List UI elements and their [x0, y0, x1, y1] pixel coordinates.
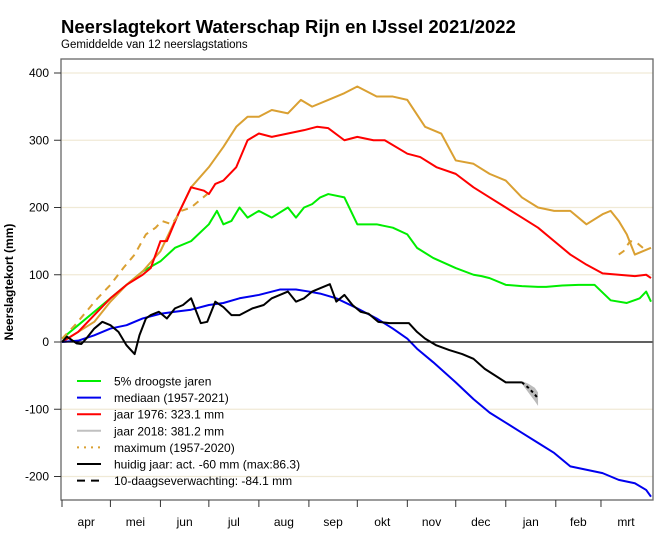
- x-tick-label: okt: [374, 515, 391, 529]
- y-tick-label: 300: [29, 133, 49, 147]
- x-tick-label: jan: [522, 515, 539, 529]
- x-tick-label: jul: [227, 515, 240, 529]
- gridlines: [61, 72, 653, 478]
- legend-item-huidig: huidig jaar: act. -60 mm (max:86.3): [77, 458, 300, 472]
- x-axis: apr mei jun jul aug sep okt nov dec jan feb mrt: [61, 500, 635, 529]
- chart-title: Neerslagtekort Waterschap Rijn en IJssel…: [61, 16, 516, 37]
- y-tick-label: -200: [25, 470, 49, 484]
- y-tick-label: 400: [29, 66, 49, 80]
- legend-label: huidig jaar: act. -60 mm (max:86.3): [114, 458, 300, 472]
- x-tick-label: jun: [176, 515, 193, 529]
- series-line-jaar2018: [61, 85, 652, 343]
- y-tick-label: -100: [25, 402, 49, 416]
- x-tick-label: aug: [274, 515, 294, 529]
- legend-item-maximum: maximum (1957-2020): [77, 441, 235, 455]
- x-tick-label: feb: [570, 515, 587, 529]
- x-tick-label: dec: [471, 515, 490, 529]
- series-line-jaar1976: [61, 125, 652, 343]
- x-tick-label: nov: [422, 515, 441, 529]
- y-tick-label: 200: [29, 201, 49, 215]
- x-tick-label: sep: [323, 515, 343, 529]
- legend-item-droogste: 5% droogste jaren: [77, 375, 211, 389]
- y-tick-label: 100: [29, 268, 49, 282]
- legend-label: 10-daagseverwachting: -84.1 mm: [114, 474, 292, 488]
- legend-label: 5% droogste jaren: [114, 375, 211, 389]
- x-tick-label: mei: [126, 515, 145, 529]
- legend-label: jaar 1976: 323.1 mm: [113, 408, 224, 422]
- y-axis: -200 -100 0 100 200 300 400: [25, 66, 61, 484]
- series-line-droogste: [61, 193, 652, 340]
- legend: 5% droogste jaren mediaan (1957-2021) jaar…: [77, 375, 300, 488]
- legend-item-jaar1976: jaar 1976: 323.1 mm: [77, 408, 224, 422]
- x-tick-label: mrt: [617, 515, 635, 529]
- legend-label: maximum (1957-2020): [114, 441, 235, 455]
- legend-item-forecast: 10-daagseverwachting: -84.1 mm: [77, 474, 292, 488]
- legend-label: jaar 2018: 381.2 mm: [113, 424, 224, 438]
- chart-subtitle: Gemiddelde van 12 neerslagstations: [61, 39, 248, 51]
- x-tick-label: apr: [78, 515, 95, 529]
- y-tick-label: 0: [42, 335, 49, 349]
- legend-label: mediaan (1957-2021): [114, 391, 229, 405]
- forecast-uncertainty-band: [521, 381, 539, 406]
- series-layer: [61, 85, 652, 498]
- series-line-maximum: [61, 193, 208, 340]
- series-line-forecast: [521, 381, 539, 400]
- series-line-huidig: [61, 283, 522, 384]
- legend-item-jaar2018: jaar 2018: 381.2 mm: [77, 424, 224, 438]
- legend-item-mediaan: mediaan (1957-2021): [77, 391, 229, 405]
- series-line-maximum: [618, 240, 644, 256]
- y-axis-label: Neerslagtekort (mm): [2, 224, 16, 341]
